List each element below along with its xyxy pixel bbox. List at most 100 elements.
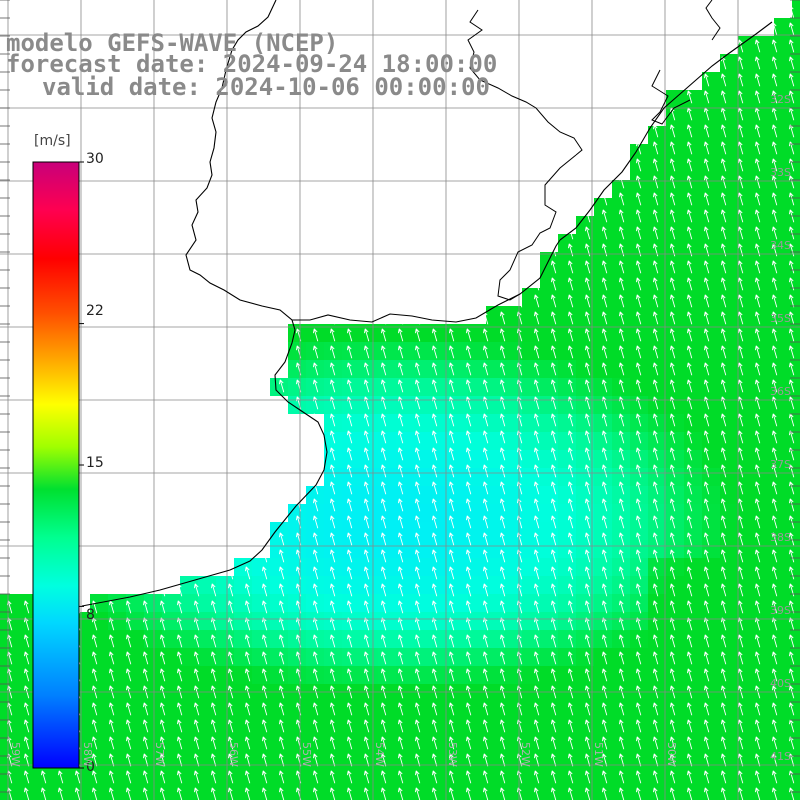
wind-cell <box>36 774 54 792</box>
wind-cell <box>594 504 612 522</box>
wind-cell <box>198 612 216 630</box>
wind-arrow <box>431 362 438 376</box>
wind-arrow <box>754 379 761 393</box>
wind-cell <box>252 702 270 720</box>
wind-cell <box>324 522 342 540</box>
wind-arrow <box>771 328 778 342</box>
wind-arrow <box>703 345 710 359</box>
wind-cell <box>486 576 504 594</box>
wind-cell <box>324 612 342 630</box>
wind-cell <box>216 720 234 738</box>
wind-cell <box>630 252 648 270</box>
wind-cell <box>522 432 540 450</box>
wind-arrow <box>482 345 489 359</box>
wind-cell <box>684 198 702 216</box>
lon-label: 50W <box>665 742 678 767</box>
wind-cell <box>702 234 720 252</box>
wind-cell <box>270 612 288 630</box>
wind-cell <box>594 432 612 450</box>
wind-cell <box>702 162 720 180</box>
wind-cell <box>432 324 450 342</box>
wind-arrow <box>550 328 557 342</box>
wind-cell <box>252 648 270 666</box>
wind-cell <box>306 540 324 558</box>
wind-arrow <box>737 379 744 393</box>
wind-cell <box>792 360 800 378</box>
wind-cell <box>648 198 666 216</box>
wind-cell <box>342 468 360 486</box>
wind-cell <box>234 684 252 702</box>
wind-arrow <box>448 379 455 393</box>
wind-cell <box>738 108 756 126</box>
wind-cell <box>162 630 180 648</box>
wind-cell <box>720 198 738 216</box>
wind-cell <box>234 792 252 800</box>
wind-arrow <box>771 56 778 70</box>
wind-cell <box>756 684 774 702</box>
lon-label: 53W <box>446 742 459 767</box>
wind-cell <box>198 702 216 720</box>
wind-cell <box>306 702 324 720</box>
wind-cell <box>126 594 144 612</box>
wind-cell <box>126 774 144 792</box>
wind-arrow <box>771 277 778 291</box>
wind-cell <box>0 666 18 684</box>
wind-arrow <box>312 379 319 393</box>
wind-cell <box>378 630 396 648</box>
wind-cell <box>720 702 738 720</box>
wind-cell <box>378 684 396 702</box>
wind-cell <box>666 288 684 306</box>
wind-cell <box>792 648 800 666</box>
wind-cell <box>648 360 666 378</box>
wind-cell <box>198 720 216 738</box>
wind-cell <box>792 198 800 216</box>
wind-cell <box>576 432 594 450</box>
wind-cell <box>468 432 486 450</box>
wind-cell <box>162 720 180 738</box>
wind-arrow <box>431 379 438 393</box>
wind-cell <box>774 450 792 468</box>
wind-cell <box>774 630 792 648</box>
wind-cell <box>684 576 702 594</box>
wind-cell <box>738 198 756 216</box>
wind-arrow <box>703 124 710 138</box>
wind-cell <box>792 612 800 630</box>
wind-arrow <box>652 277 659 291</box>
wind-cell <box>360 522 378 540</box>
wind-cell <box>792 486 800 504</box>
wind-cell <box>792 252 800 270</box>
wind-cell <box>540 702 558 720</box>
wind-cell <box>180 738 198 756</box>
wind-arrow <box>703 141 710 155</box>
wind-cell <box>666 738 684 756</box>
wind-cell <box>378 522 396 540</box>
wind-cell <box>630 144 648 162</box>
wind-cell <box>684 612 702 630</box>
wind-cell <box>612 396 630 414</box>
wind-cell <box>612 540 630 558</box>
wind-cell <box>558 270 576 288</box>
wind-cell <box>648 378 666 396</box>
wind-cell <box>720 504 738 522</box>
wind-cell <box>144 792 162 800</box>
wind-cell <box>594 234 612 252</box>
wind-arrow <box>584 379 591 393</box>
wind-arrow <box>380 345 387 359</box>
wind-cell <box>414 666 432 684</box>
wind-cell <box>360 666 378 684</box>
wind-cell <box>216 648 234 666</box>
wind-cell <box>684 594 702 612</box>
lat-label: 36S <box>770 385 791 398</box>
wind-cell <box>792 468 800 486</box>
wind-cell <box>792 126 800 144</box>
wind-cell <box>396 594 414 612</box>
wind-cell <box>0 792 18 800</box>
wind-cell <box>378 378 396 396</box>
wind-cell <box>144 666 162 684</box>
wind-cell <box>792 396 800 414</box>
wind-cell <box>450 594 468 612</box>
lon-label: 54W <box>373 742 386 767</box>
wind-cell <box>792 234 800 252</box>
wind-cell <box>738 594 756 612</box>
wind-cell <box>792 576 800 594</box>
